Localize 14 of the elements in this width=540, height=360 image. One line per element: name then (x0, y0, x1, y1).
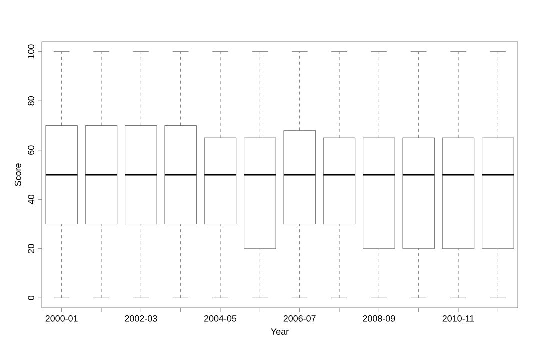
x-tick-label: 2000-01 (46, 316, 78, 322)
y-tick-label: 40 (28, 194, 34, 204)
x-tick-label: 2002-03 (125, 316, 158, 322)
y-tick-label: 60 (28, 146, 34, 155)
y-tick-label: 0 (28, 296, 34, 300)
x-axis-title: Year (271, 328, 289, 335)
y-axis-title: Score (14, 164, 22, 186)
x-tick-label: 2010-11 (442, 316, 474, 322)
y-tick-label: 100 (28, 44, 34, 59)
x-tick-label: 2006-07 (284, 316, 316, 322)
x-tick-label: 2008-09 (363, 316, 396, 322)
x-tick-label: 2004-05 (204, 316, 237, 322)
y-tick-label: 80 (28, 96, 34, 106)
y-tick-label: 20 (28, 244, 34, 254)
